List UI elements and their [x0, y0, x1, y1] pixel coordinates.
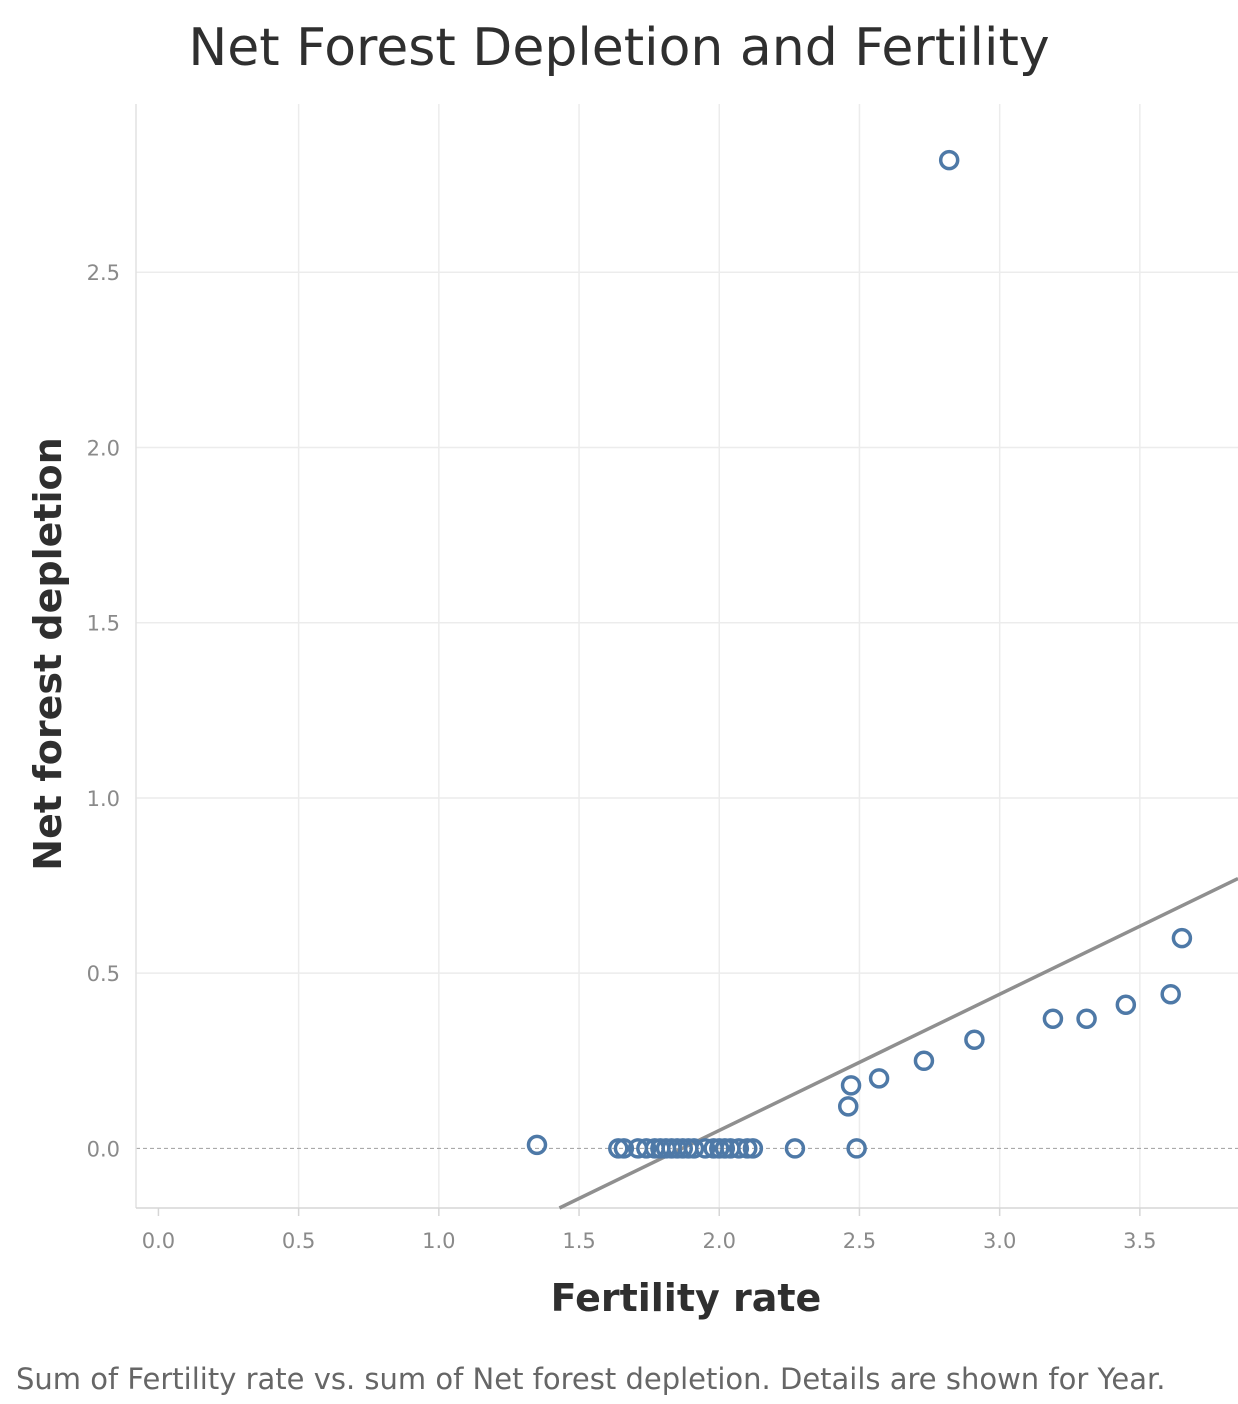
data-point: [1076, 1008, 1097, 1029]
data-point: [613, 1138, 635, 1159]
data-point: [694, 1138, 716, 1159]
data-point: [683, 1138, 705, 1159]
data-point: [840, 1075, 862, 1096]
data-point: [938, 149, 960, 171]
y-tick-label: 2.5: [87, 261, 120, 285]
chart-title: Net Forest Depletion and Fertility: [188, 18, 1050, 78]
x-axis-label: Fertility rate: [550, 1276, 822, 1320]
y-tick-label: 0.5: [87, 962, 120, 986]
x-tick-label: 2.0: [703, 1229, 736, 1253]
data-point: [964, 1029, 985, 1051]
data-point: [526, 1134, 548, 1156]
data-point: [1115, 994, 1137, 1015]
chart-caption: Sum of Fertility rate vs. sum of Net for…: [16, 1362, 1166, 1396]
axes: [135, 104, 1238, 1216]
data-point: [784, 1138, 806, 1159]
data-point: [1042, 1008, 1064, 1029]
y-tick-label: 0.0: [87, 1137, 120, 1161]
x-tick-label: 0.5: [282, 1229, 315, 1253]
tick-labels: 0.0 0.5 1.0 1.5 2.0 2.5 3.0 3.5 0.0 0.5 1.0 1.5 2.0 2…: [87, 261, 1157, 1253]
data-point: [837, 1096, 859, 1117]
y-axis-label: Net forest depletion: [26, 437, 70, 871]
x-tick-label: 3.0: [983, 1229, 1016, 1253]
y-tick-label: 2.0: [87, 436, 120, 460]
data-point: [728, 1138, 750, 1159]
x-tick-label: 1.5: [562, 1229, 595, 1253]
data-point: [913, 1050, 935, 1072]
data-point: [742, 1138, 764, 1159]
x-tick-label: 2.5: [843, 1229, 876, 1253]
x-tick-label: 1.0: [422, 1229, 455, 1253]
data-points: [526, 149, 1193, 1159]
grid: [136, 104, 1238, 1208]
data-point: [636, 1138, 657, 1159]
x-tick-label: 0.0: [142, 1229, 175, 1253]
x-tick-label: 3.5: [1123, 1229, 1156, 1253]
y-tick-label: 1.5: [87, 612, 120, 636]
data-point: [868, 1068, 890, 1089]
data-point: [1160, 983, 1181, 1005]
y-tick-label: 1.0: [87, 787, 120, 811]
data-point: [846, 1138, 867, 1159]
data-point: [1171, 927, 1193, 949]
